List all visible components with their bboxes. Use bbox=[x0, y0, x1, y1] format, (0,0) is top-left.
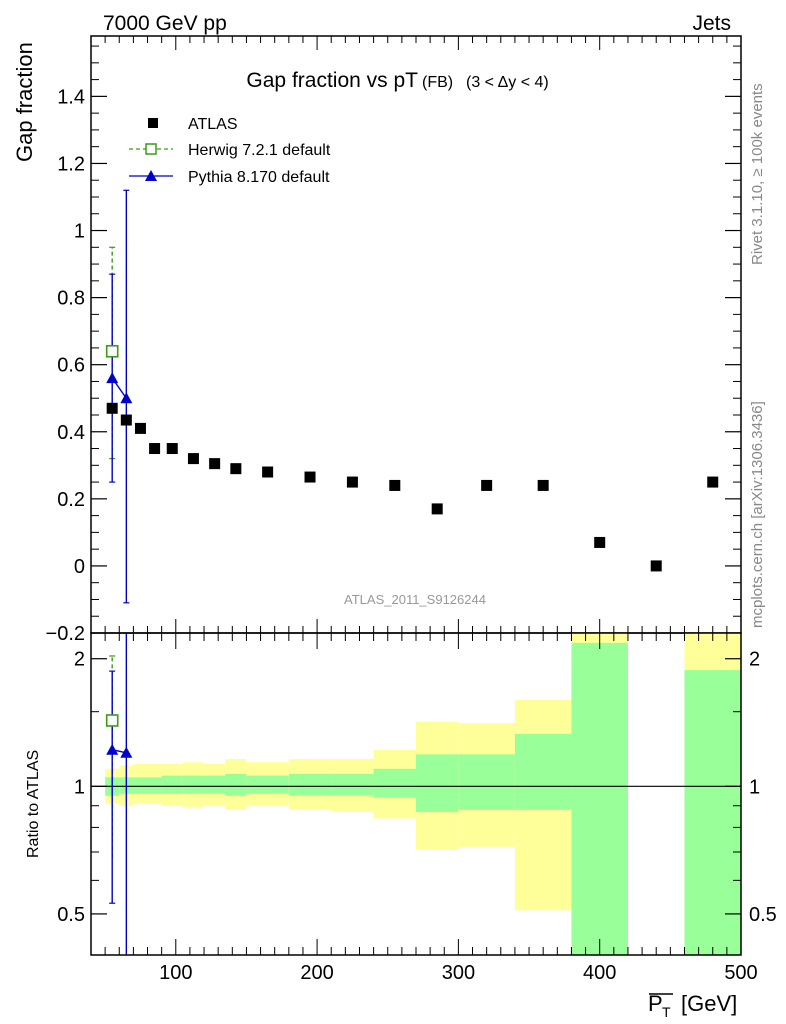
ratio-x-tick-label: 100 bbox=[159, 962, 192, 984]
rivet-version-label: Rivet 3.1.10, ≥ 100k events bbox=[749, 83, 766, 265]
main-y-tick-label: 0.8 bbox=[57, 288, 85, 310]
analysis-watermark: ATLAS_2011_S9126244 bbox=[344, 592, 486, 607]
legend-entry-herwig: Herwig 7.2.1 default bbox=[129, 142, 331, 159]
ratio-y-tick-label-left: 0.5 bbox=[57, 904, 85, 926]
ratio-pythia-point bbox=[120, 746, 133, 758]
atlas-data-point bbox=[187, 453, 199, 465]
legend-pythia-label: Pythia 8.170 default bbox=[188, 169, 330, 186]
atlas-data-point bbox=[262, 466, 274, 478]
x-axis-label-t: T bbox=[662, 1004, 671, 1020]
ratio-band-inner bbox=[416, 754, 459, 812]
ratio-y-tick-label-right: 0.5 bbox=[749, 904, 777, 926]
ratio-band-inner bbox=[204, 775, 226, 794]
atlas-data-point bbox=[304, 471, 316, 483]
mcplots-credit-label: mcplots.cern.ch [arXiv:1306.3436] bbox=[749, 401, 766, 628]
legend-atlas-label: ATLAS bbox=[188, 116, 238, 133]
pythia-data-point bbox=[120, 392, 133, 404]
main-title-cut: (3 < Δy < 4) bbox=[466, 74, 549, 91]
atlas-data-point bbox=[594, 536, 606, 548]
herwig-data-point bbox=[105, 344, 119, 358]
atlas-data-point bbox=[149, 443, 161, 455]
main-panel: 0 0.2 0.4 0.6 0.8 1 1.2 1.4 −0.2 Gap fraction vs… bbox=[12, 35, 742, 645]
ratio-band-inner bbox=[373, 768, 416, 798]
main-y-tick-label: 0.4 bbox=[57, 422, 85, 444]
ratio-band-inner bbox=[246, 775, 289, 794]
ratio-band-inner bbox=[133, 777, 148, 794]
atlas-data-point bbox=[166, 443, 178, 455]
ratio-band-inner bbox=[514, 733, 572, 810]
ratio-pythia-point bbox=[106, 743, 119, 755]
ratio-band-inner bbox=[182, 775, 205, 794]
main-title: Gap fraction vs pT bbox=[246, 69, 418, 92]
main-y-tick-label: 1.4 bbox=[57, 86, 85, 108]
x-axis-label-p: P bbox=[648, 991, 663, 1016]
atlas-data-point bbox=[431, 503, 443, 515]
x-axis-label: P T [GeV] bbox=[648, 991, 737, 1020]
ratio-x-tick-label: 200 bbox=[300, 962, 333, 984]
ratio-band-inner bbox=[684, 670, 741, 955]
legend-herwig-label: Herwig 7.2.1 default bbox=[188, 142, 331, 159]
ratio-band-inner bbox=[331, 773, 374, 796]
atlas-data-point bbox=[134, 422, 146, 434]
legend-entry-pythia: Pythia 8.170 default bbox=[129, 169, 330, 186]
atlas-data-point bbox=[346, 476, 358, 488]
ratio-band-inner bbox=[147, 777, 162, 794]
atlas-data-point bbox=[230, 463, 242, 475]
ratio-x-tick-label: 300 bbox=[442, 962, 475, 984]
main-y-tick-label: 0.6 bbox=[57, 355, 85, 377]
header-energy-label: 7000 GeV pp bbox=[103, 12, 227, 35]
main-title-fb: (FB) bbox=[422, 74, 453, 91]
legend-pythia-marker bbox=[145, 170, 157, 181]
atlas-data-point bbox=[707, 476, 719, 488]
ratio-y-tick-label-left: 1 bbox=[74, 776, 85, 798]
main-y-partial-tick-label: −0.2 bbox=[46, 623, 85, 645]
legend-entry-atlas: ATLAS bbox=[148, 116, 238, 133]
ratio-x-tick-label: 400 bbox=[583, 962, 616, 984]
atlas-data-point bbox=[650, 560, 662, 572]
main-y-tick-label: 0 bbox=[74, 556, 85, 578]
main-y-axis-label: Gap fraction bbox=[12, 42, 37, 162]
legend: ATLAS Herwig 7.2.1 default Pythia 8.170 … bbox=[129, 116, 331, 186]
ratio-herwig-point bbox=[105, 714, 119, 727]
ratio-band-inner bbox=[288, 773, 332, 796]
atlas-data-point bbox=[120, 414, 132, 426]
ratio-band-inner bbox=[571, 642, 628, 955]
ratio-band-inner bbox=[458, 754, 515, 810]
main-y-tick-label: 1.2 bbox=[57, 153, 85, 175]
ratio-y-tick-label-right: 1 bbox=[749, 776, 760, 798]
atlas-data-point bbox=[481, 479, 493, 491]
atlas-data-point bbox=[209, 458, 221, 470]
ratio-panel: 0.5 0.5 1 1 2 2 100 200 300 400 500 Ratio to ATLAS… bbox=[25, 632, 777, 1020]
ratio-x-tick-label: 500 bbox=[724, 962, 757, 984]
atlas-data-point bbox=[537, 479, 549, 491]
legend-atlas-marker bbox=[148, 118, 158, 128]
main-y-tick-label: 0.2 bbox=[57, 489, 85, 511]
ratio-band-inner bbox=[225, 773, 247, 796]
atlas-data-point bbox=[389, 479, 401, 491]
atlas-data-point bbox=[106, 402, 118, 414]
ratio-y-tick-label-right: 2 bbox=[749, 649, 760, 671]
pythia-data-point bbox=[106, 372, 119, 384]
x-axis-label-unit: [GeV] bbox=[681, 991, 737, 1016]
ratio-y-axis-label: Ratio to ATLAS bbox=[25, 750, 42, 858]
ratio-y-tick-label-left: 2 bbox=[74, 649, 85, 671]
ratio-band-inner bbox=[161, 775, 183, 794]
legend-herwig-marker bbox=[145, 143, 157, 155]
main-y-tick-label: 1 bbox=[74, 221, 85, 243]
header-process-label: Jets bbox=[692, 12, 731, 35]
